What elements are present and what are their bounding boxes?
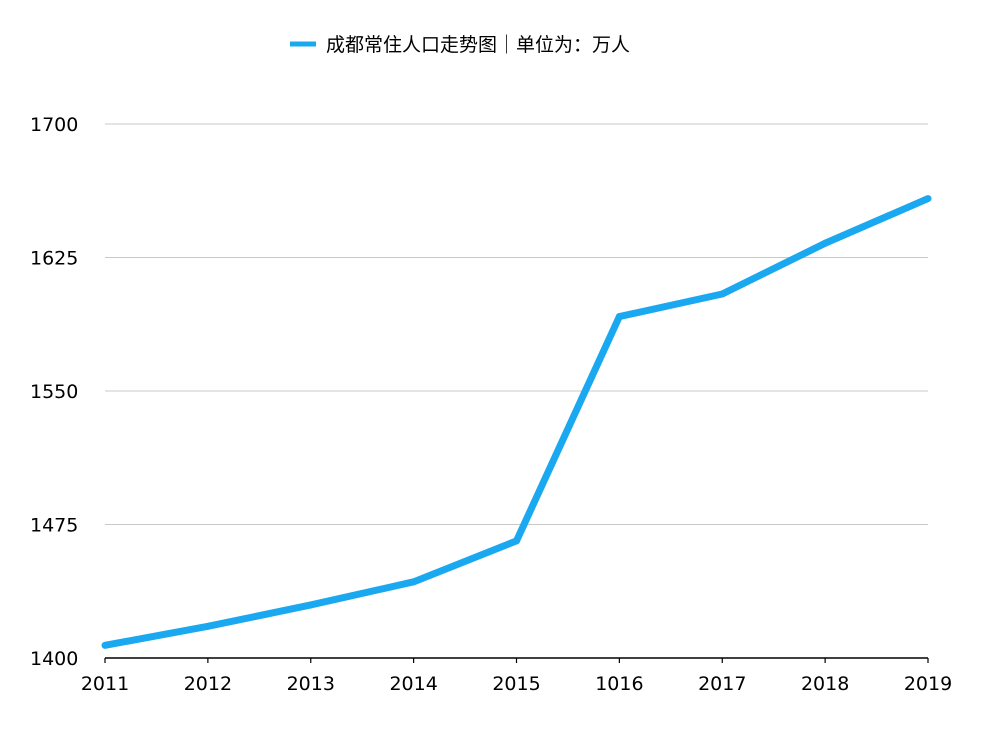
y-tick-label: 1400 bbox=[30, 648, 78, 670]
x-tick-label: 1016 bbox=[595, 673, 643, 695]
grid-lines bbox=[105, 123, 928, 525]
data-point bbox=[101, 641, 109, 649]
x-tick-label: 2015 bbox=[492, 673, 540, 695]
x-axis-ticks: 2011 2012 2013 2014 2015 1016 2017 2018 2019 bbox=[81, 658, 952, 695]
y-axis-ticks: 1700 1625 1550 1475 1400 bbox=[30, 114, 78, 670]
data-point bbox=[924, 195, 932, 203]
y-tick-label: 1475 bbox=[30, 515, 78, 537]
data-point bbox=[615, 313, 623, 321]
x-tick-label: 2011 bbox=[81, 673, 129, 695]
x-tick-label: 2019 bbox=[904, 673, 952, 695]
x-tick-label: 2012 bbox=[184, 673, 232, 695]
data-point bbox=[513, 537, 520, 545]
y-tick-label: 1550 bbox=[30, 381, 78, 403]
series-line bbox=[104, 195, 930, 649]
legend: 成都常住人口走势图｜单位为：万人 bbox=[290, 34, 630, 56]
x-tick-label: 2017 bbox=[698, 673, 746, 695]
y-tick-label: 1625 bbox=[30, 248, 78, 270]
data-point bbox=[307, 601, 315, 609]
data-point bbox=[204, 622, 212, 630]
y-tick-label: 1700 bbox=[30, 114, 78, 136]
series-layer bbox=[101, 195, 932, 649]
data-point bbox=[410, 578, 418, 586]
data-point bbox=[718, 290, 726, 298]
data-point bbox=[821, 239, 829, 247]
x-tick-label: 2018 bbox=[801, 673, 849, 695]
x-tick-label: 2014 bbox=[389, 673, 437, 695]
x-tick-label: 2013 bbox=[287, 673, 335, 695]
legend-label: 成都常住人口走势图｜单位为：万人 bbox=[326, 34, 630, 56]
